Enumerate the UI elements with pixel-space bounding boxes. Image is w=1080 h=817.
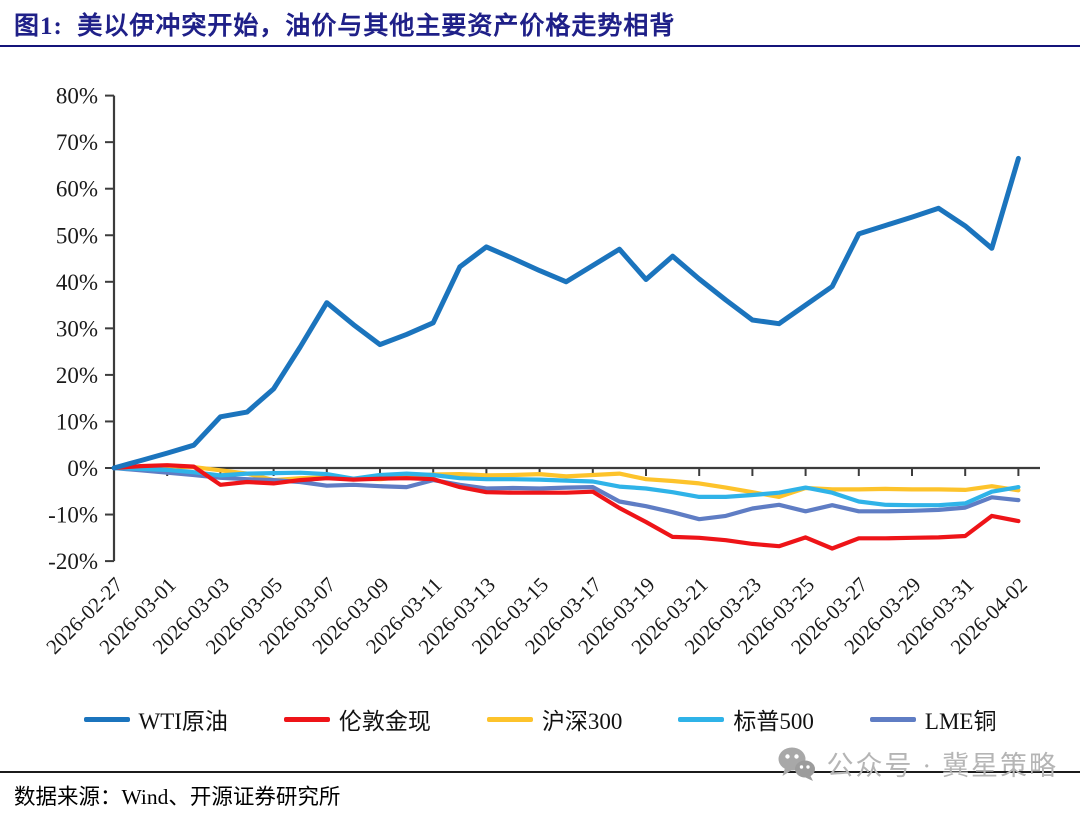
legend-item: 伦敦金现	[283, 702, 431, 736]
y-tick-label: 0%	[67, 456, 98, 481]
legend-swatch	[869, 716, 916, 722]
y-tick-label: -20%	[48, 549, 98, 574]
legend-label: LME铜	[924, 709, 997, 734]
legend-item: LME铜	[869, 702, 997, 736]
series-line-WTI原油	[111, 155, 1021, 471]
legend-label: 沪深300	[541, 709, 623, 734]
y-tick-label: 80%	[56, 84, 98, 109]
chart-legend: WTI原油 伦敦金现 沪深300 标普500 LME铜	[0, 702, 1080, 736]
legend-swatch	[83, 716, 130, 722]
y-tick-label: 20%	[56, 363, 98, 388]
wechat-icon	[777, 746, 817, 782]
source-note: 数据来源：Wind、开源证券研究所	[14, 785, 341, 809]
y-tick-label: 30%	[56, 316, 98, 341]
y-tick-label: 50%	[56, 223, 98, 248]
legend-swatch	[678, 716, 725, 722]
legend-label: 标普500	[733, 709, 814, 734]
legend-item: 标普500	[678, 702, 814, 736]
legend-swatch	[486, 716, 533, 722]
y-tick-label: -10%	[48, 503, 98, 528]
y-tick-label: 60%	[56, 177, 98, 202]
y-tick-label: 10%	[56, 409, 98, 434]
title-divider	[0, 45, 1080, 47]
y-tick-label: 40%	[56, 270, 98, 295]
y-tick-label: 70%	[56, 130, 98, 155]
watermark-text: 公众号 · 冀星策略	[826, 751, 1058, 781]
figure-title: 图1: 美以伊冲突开始，油价与其他主要资产价格走势相背	[14, 13, 676, 40]
legend-item: 沪深300	[486, 702, 623, 736]
line-chart: 80%70%60%50%40%30%20%10%0%-10%-20%2026-0…	[41, 84, 1040, 659]
legend-label: 伦敦金现	[338, 709, 431, 734]
bottom-divider	[0, 771, 1080, 773]
series-line-伦敦金现	[111, 463, 1021, 551]
watermark: 公众号 · 冀星策略	[777, 744, 1059, 783]
legend-swatch	[283, 716, 330, 722]
series-line-LME铜	[111, 465, 1021, 522]
legend-label: WTI原油	[138, 709, 228, 734]
series-line-标普500	[111, 465, 1021, 508]
legend-item: WTI原油	[83, 702, 228, 736]
